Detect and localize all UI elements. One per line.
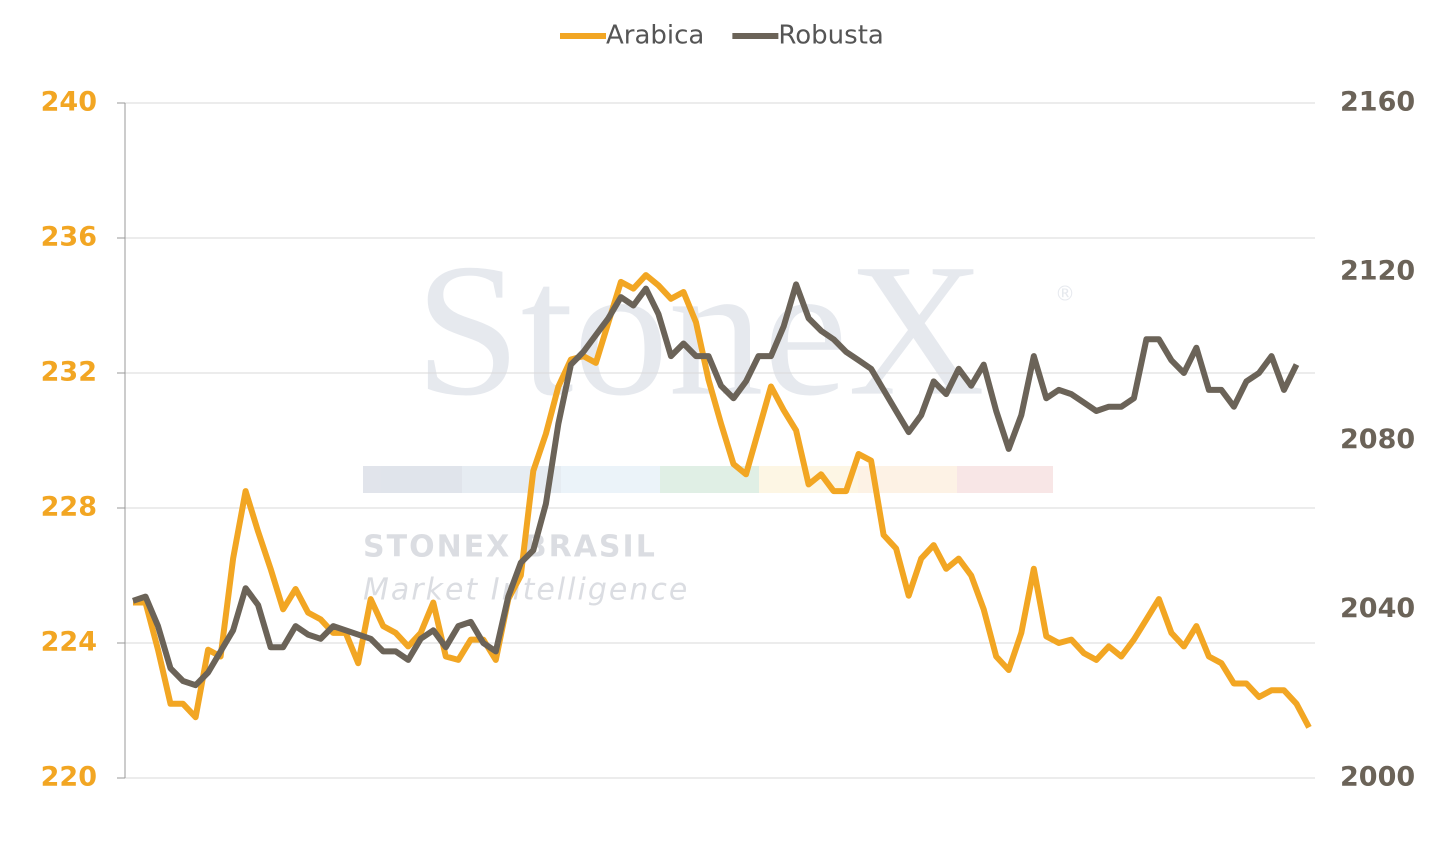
watermark: StoneX ® STONEX BRASIL Market Intelligen… — [363, 226, 1075, 608]
legend-label: Arabica — [606, 21, 704, 51]
watermark-line: Market Intelligence — [363, 573, 689, 608]
y-tick-label: 228 — [41, 492, 97, 523]
y2-tick-label: 2040 — [1340, 593, 1415, 624]
line-series — [132, 281, 1300, 689]
watermark-band — [957, 466, 1053, 493]
y-tick-label: 224 — [41, 627, 97, 658]
y2-tick-label: 2080 — [1340, 424, 1415, 455]
y-tick-label: 220 — [41, 762, 97, 793]
y2-tick-label: 2160 — [1340, 87, 1415, 118]
watermark-band — [462, 466, 561, 493]
y2-tick-label: 2120 — [1340, 255, 1415, 286]
y2-tick-label: 2000 — [1340, 762, 1415, 793]
y-tick-label: 240 — [41, 87, 97, 118]
watermark-band — [363, 466, 462, 493]
watermark-mark: ® — [1055, 282, 1075, 306]
watermark-band — [561, 466, 660, 493]
y-tick-label: 232 — [41, 357, 97, 388]
y-tick-label: 236 — [41, 222, 97, 253]
legend-label: Robusta — [778, 21, 883, 51]
watermark-line: STONEX BRASIL — [363, 530, 657, 565]
